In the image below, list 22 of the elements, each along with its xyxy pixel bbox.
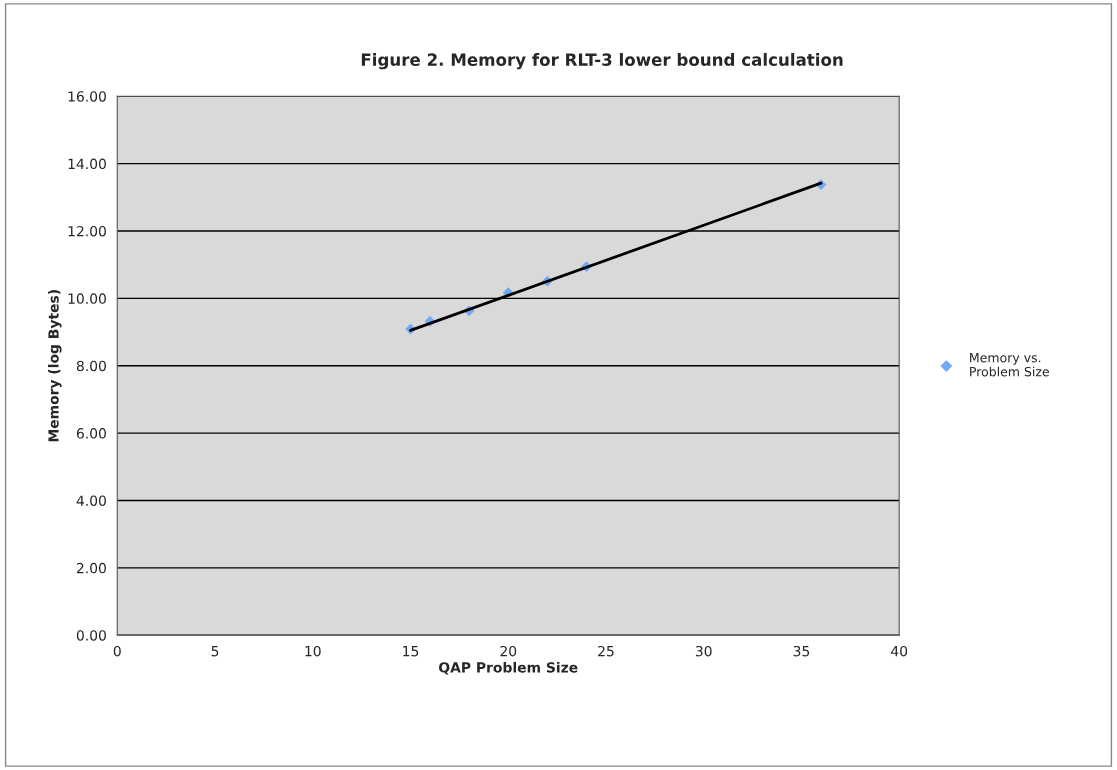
chart-title: Figure 2. Memory for RLT-3 lower bound calculation [361, 53, 843, 70]
x-tick-label: 30 [695, 645, 712, 657]
y-tick-label: 6.00 [76, 428, 106, 439]
y-tick-label: 4.00 [76, 495, 106, 506]
y-tick-label: 0.00 [76, 630, 106, 641]
x-tick-label: 25 [598, 645, 614, 657]
x-tick-label: 20 [500, 645, 517, 657]
x-tick-label: 15 [403, 646, 419, 657]
x-tick-label: 40 [891, 645, 908, 657]
x-tick-label: 10 [305, 645, 321, 657]
y-tick-label: 12.00 [68, 225, 106, 237]
x-tick-label: 0 [113, 645, 121, 657]
legend-label: Memory vs. Problem Size [970, 353, 1049, 377]
y-tick-label: 14.00 [68, 158, 106, 170]
y-tick-label: 10.00 [68, 293, 106, 304]
y-tick-label: 2.00 [76, 562, 106, 574]
y-tick-label: 16.00 [68, 91, 106, 102]
x-tick-label: 35 [793, 645, 810, 657]
x-tick-label: 5 [211, 646, 219, 657]
y-tick-label: 8.00 [76, 360, 106, 372]
y-axis-title: Memory (log Bytes) [48, 290, 62, 442]
x-axis-title: QAP Problem Size [439, 661, 578, 675]
